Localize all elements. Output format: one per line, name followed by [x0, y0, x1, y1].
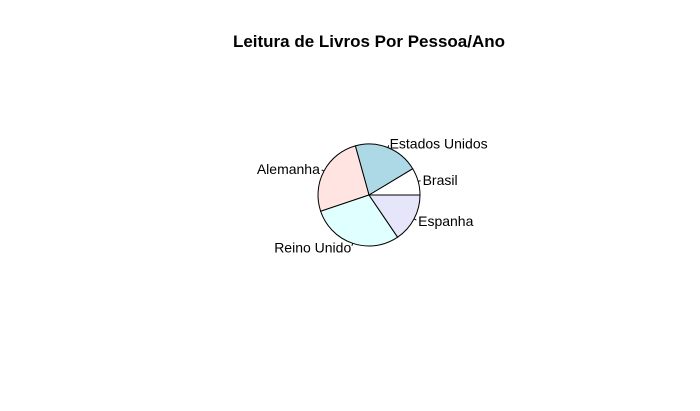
pie-label-espanha: Espanha — [418, 213, 473, 229]
pie-label-alemanha: Alemanha — [257, 161, 320, 177]
pie-label-reino-unido: Reino Unido — [274, 240, 351, 256]
chart-title: Leitura de Livros Por Pessoa/Ano — [233, 32, 505, 51]
pie-labels: Brasil Estados Unidos Alemanha Reino Unido E… — [257, 135, 488, 255]
leader-line-espanha — [413, 218, 417, 221]
pie-label-brasil: Brasil — [423, 172, 458, 188]
pie-slices — [317, 143, 421, 247]
pie-label-estados-unidos: Estados Unidos — [390, 135, 488, 151]
leader-line-estados-unidos — [387, 145, 390, 148]
leader-line-reino-unido — [351, 243, 354, 246]
pie-slice-alemanha — [317, 145, 370, 212]
leader-line-brasil — [418, 180, 421, 182]
leader-line-alemanha — [321, 169, 325, 172]
pie-slice-reino-unido — [320, 194, 399, 247]
pie-slice-espanha — [368, 194, 421, 238]
